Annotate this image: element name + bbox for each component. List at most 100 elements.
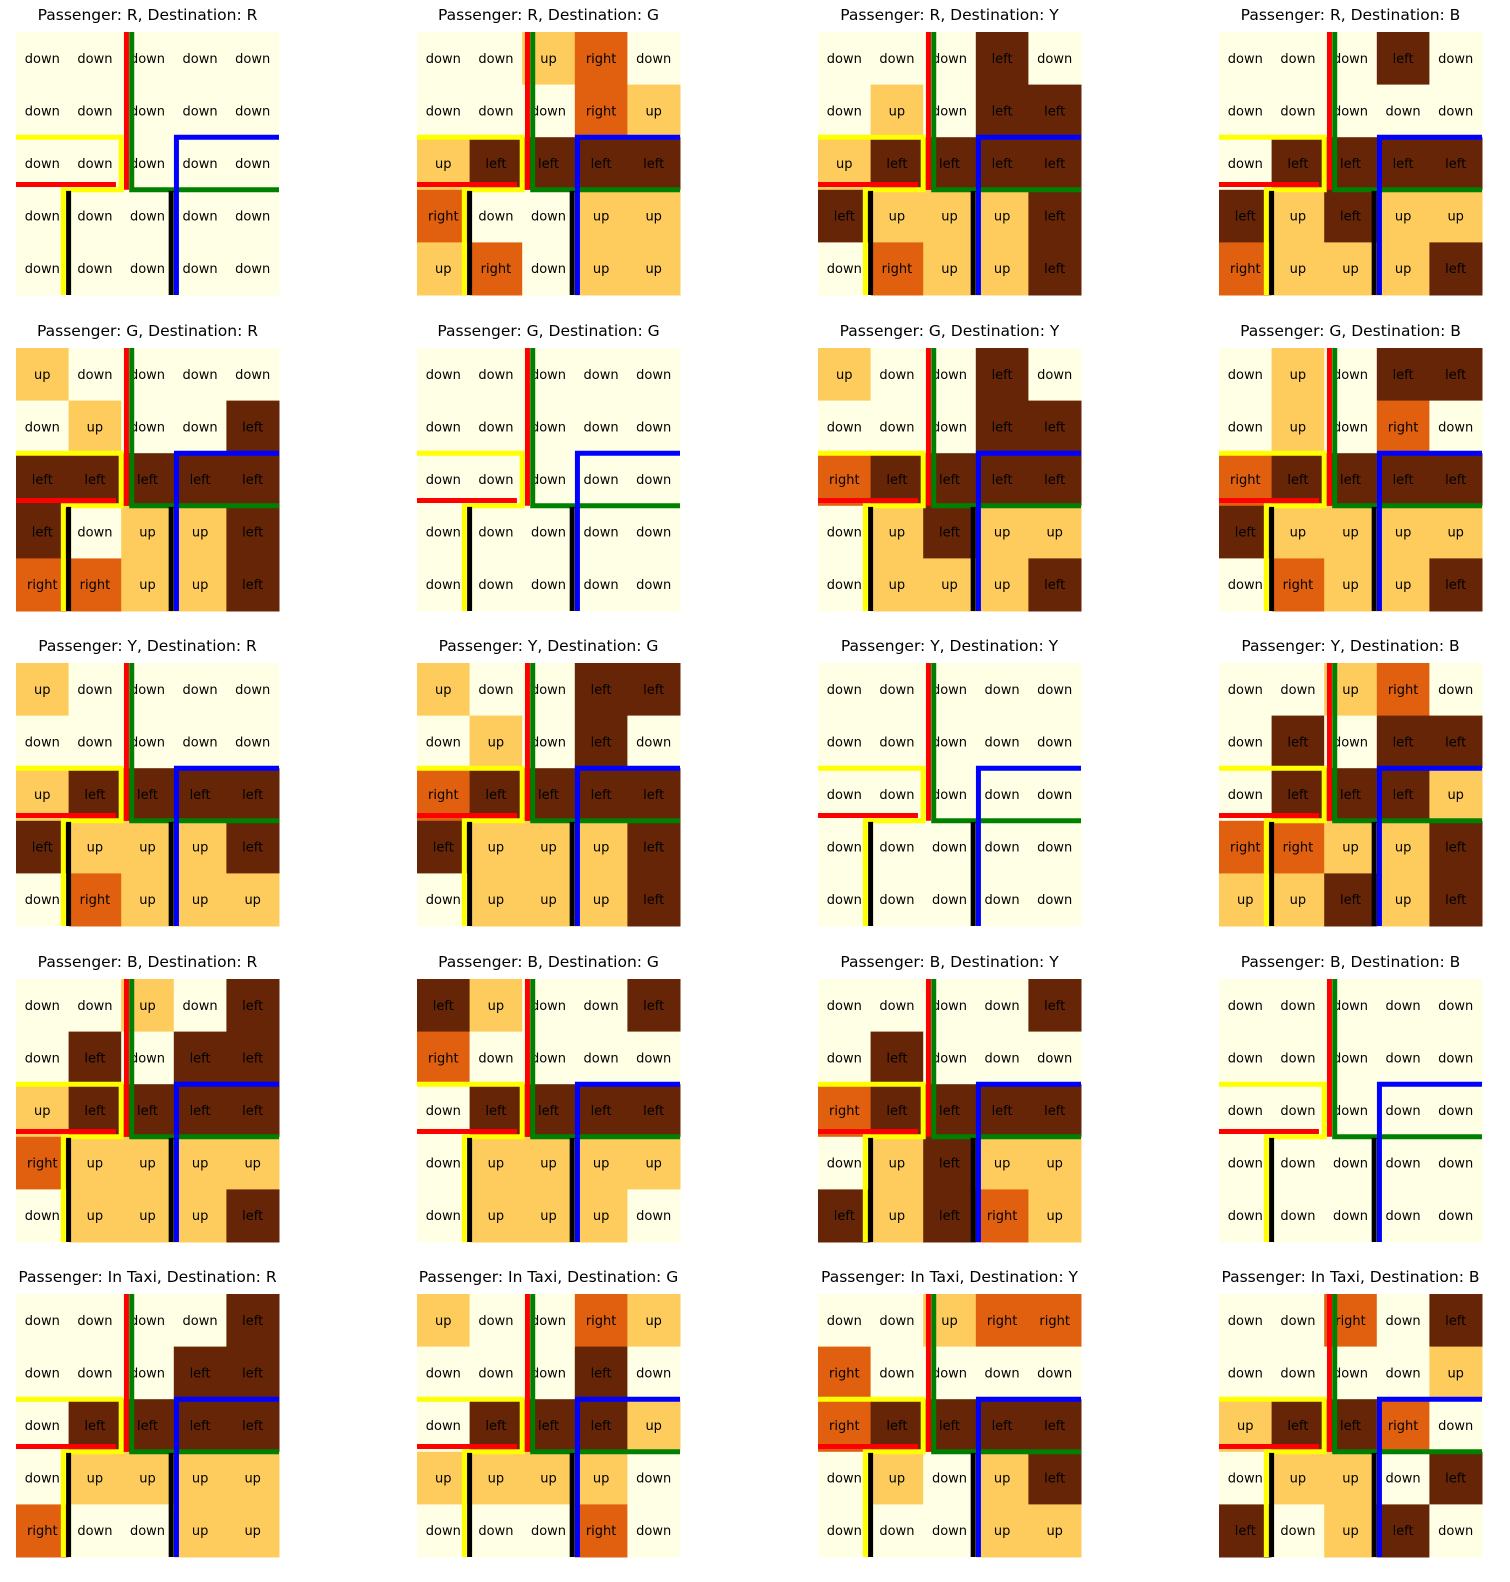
cell-action-label: left [1287,157,1308,172]
policy-cell [1028,873,1082,927]
wall-line-blue [173,450,279,611]
cell-action-label: down [426,893,461,908]
cell-action-label: up [435,683,452,698]
policy-cell [1028,1189,1082,1243]
policy-cell [226,1294,280,1348]
cell-action-label: left [1445,473,1466,488]
cell-action-label: down [1438,1209,1473,1224]
policy-cell [522,1189,576,1243]
cell-action-label: down [183,104,218,119]
policy-cell [173,189,227,243]
cell-action-label: down [1228,420,1263,435]
policy-cell [226,1136,280,1190]
policy-cell [1324,189,1378,243]
policy-cell [870,979,924,1033]
cell-action-label: down [985,1366,1020,1381]
cell-action-label: down [426,1366,461,1381]
cell-action-label: up [994,262,1011,277]
cell-action-label: left [939,1209,960,1224]
policy-cell [121,242,175,296]
cell-action-label: up [1290,420,1307,435]
policy-cell [923,1136,977,1190]
policy-cell [818,1504,872,1558]
policy-cell [469,1346,523,1400]
cell-action-label: up [836,368,853,383]
policy-cell [818,1031,872,1085]
policy-cell [1324,1504,1378,1558]
cell-action-label: down [827,841,862,856]
cell-action-label: down [1280,999,1315,1014]
cell-action-label: down [531,473,566,488]
policy-cell [68,453,122,507]
cell-action-label: right [80,893,111,908]
cell-action-label: down [1228,104,1263,119]
policy-cell [173,1084,227,1138]
policy-cell [522,820,576,874]
cell-action-label: down [932,788,967,803]
cell-action-label: down [478,104,513,119]
cell-action-label: up [1395,841,1412,856]
policy-cell [818,242,872,296]
cell-action-label: left [591,1419,612,1434]
wall-line-blue [975,450,1081,611]
policy-cell [226,1084,280,1138]
cell-action-label: up [435,262,452,277]
wall-line-blue [574,1396,680,1557]
cell-action-label: down [1386,104,1421,119]
cell-action-label: down [932,368,967,383]
cell-action-label: down [426,104,461,119]
policy-cell [1429,242,1483,296]
policy-cell [1219,820,1273,874]
policy-cell [226,84,280,138]
cell-action-label: up [1046,526,1063,541]
cell-action-label: up [87,420,104,435]
policy-cell [173,242,227,296]
cell-action-label: down [985,841,1020,856]
policy-cell [469,558,523,612]
cell-action-label: down [77,157,112,172]
cell-action-label: left [886,157,907,172]
cell-action-label: up [593,1157,610,1172]
policy-cell [923,189,977,243]
policy-cell [16,1084,70,1138]
cell-action-label: down [1333,104,1368,119]
cell-action-label: left [1287,1419,1308,1434]
policy-cell [1271,1294,1325,1348]
cell-action-label: up [1342,262,1359,277]
policy-cell [16,820,70,874]
cell-action-label: down [1280,1366,1315,1381]
policy-cell [1376,32,1430,86]
cell-action-label: down [827,788,862,803]
wall-line-green [530,979,680,1140]
cell-action-label: up [889,104,906,119]
policy-cell [173,715,227,769]
cell-action-label: up [889,1472,906,1487]
cell-action-label: right [27,578,58,593]
policy-cell [1271,1504,1325,1558]
policy-cell [417,1294,471,1348]
cell-action-label: down [827,52,862,67]
cell-action-label: up [593,893,610,908]
cell-action-label: down [1228,735,1263,750]
policy-grid: down down right down left down down down down up u… [1219,1294,1483,1558]
cell-action-label: down [77,368,112,383]
cell-action-label: up [540,52,557,67]
cell-action-label: down [426,526,461,541]
cell-action-label: left [242,1419,263,1434]
policy-cell [975,400,1029,454]
policy-grid: down down down down left down left down down down… [818,979,1082,1243]
policy-cell [121,1189,175,1243]
policy-cell [870,1399,924,1453]
cell-action-label: left [1445,1314,1466,1329]
policy-cell [68,1399,122,1453]
policy-cell [68,348,122,402]
cell-action-label: down [985,683,1020,698]
policy-cell [1028,1136,1082,1190]
policy-cell [469,453,523,507]
cell-action-label: left [1044,157,1065,172]
cell-action-label: left [84,1419,105,1434]
policy-cell [818,1399,872,1453]
policy-cell [1271,505,1325,559]
wall-line-yellow [417,1081,525,1242]
cell-action-label: up [889,578,906,593]
